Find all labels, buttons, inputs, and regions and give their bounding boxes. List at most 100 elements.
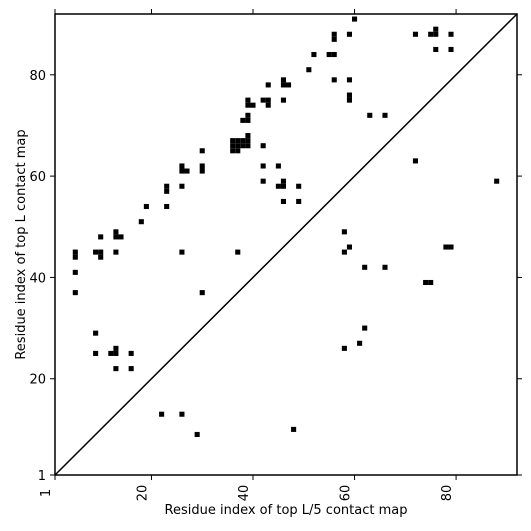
contact-point <box>235 138 241 144</box>
contact-point <box>93 330 99 336</box>
contact-point <box>245 97 251 103</box>
y-tick-label: 20 <box>29 373 46 388</box>
contact-point <box>433 26 439 32</box>
y-tick-label: 60 <box>29 170 46 185</box>
contact-point <box>98 234 104 240</box>
contact-point <box>199 290 205 296</box>
contact-point <box>331 31 337 37</box>
contact-point <box>240 138 246 144</box>
contact-point <box>164 188 170 194</box>
contact-point <box>291 426 297 432</box>
contact-point <box>357 340 363 346</box>
contact-point <box>230 143 236 149</box>
contact-point <box>179 249 185 255</box>
contact-point <box>412 31 418 37</box>
contact-point <box>260 178 266 184</box>
contact-point <box>280 82 286 88</box>
contact-point <box>235 148 241 154</box>
contact-point <box>260 143 266 149</box>
contact-point <box>245 112 251 118</box>
contact-point <box>118 234 124 240</box>
contact-point <box>346 97 352 103</box>
contact-point <box>331 36 337 42</box>
diagonal-line <box>54 13 518 476</box>
contact-point <box>235 143 241 149</box>
contact-point <box>235 249 241 255</box>
y-axis-label: Residue index of top L contact map <box>14 129 29 359</box>
contact-point <box>98 249 104 255</box>
contact-point <box>346 31 352 37</box>
contact-point <box>159 411 165 417</box>
contact-point <box>346 244 352 250</box>
y-tick-label: 40 <box>29 271 46 286</box>
contact-point <box>346 77 352 83</box>
x-tick-label: 1 <box>39 489 54 497</box>
contact-point <box>72 290 78 296</box>
y-tick-label: 80 <box>29 69 46 84</box>
y-tick-label: 1 <box>38 469 46 484</box>
contact-point <box>98 254 104 260</box>
contact-point <box>265 82 271 88</box>
contact-point <box>113 350 119 356</box>
contact-point <box>113 249 119 255</box>
contact-points <box>72 16 500 438</box>
contact-point <box>143 203 149 210</box>
contact-point <box>199 148 205 154</box>
contact-point <box>448 31 454 37</box>
contact-point <box>275 163 281 169</box>
contact-point <box>240 117 246 123</box>
contact-point <box>164 203 170 210</box>
contact-point <box>240 143 246 149</box>
contact-point <box>230 138 236 144</box>
contact-point <box>230 148 236 154</box>
contact-point <box>250 102 256 108</box>
contact-point <box>260 97 266 103</box>
contact-point <box>199 168 205 174</box>
contact-point <box>412 158 418 164</box>
contact-point <box>280 77 286 83</box>
contact-point <box>428 279 434 286</box>
contact-point <box>433 46 439 52</box>
contact-point <box>494 178 500 184</box>
contact-point <box>245 143 251 149</box>
contact-point <box>93 350 99 356</box>
contact-point <box>362 325 368 331</box>
y-axis-ticks: 1 20 40 60 80 <box>29 69 522 484</box>
x-axis-ticks: 1 20 40 60 80 <box>39 9 457 502</box>
contact-point <box>113 234 119 240</box>
contact-point <box>286 82 292 88</box>
contact-point <box>265 102 271 108</box>
contact-point <box>179 183 185 189</box>
contact-point <box>128 350 134 356</box>
contact-point <box>72 269 78 275</box>
contact-point <box>164 183 170 189</box>
contact-point <box>184 168 190 174</box>
contact-point <box>128 366 134 372</box>
contact-point <box>280 178 286 184</box>
contact-point <box>275 183 281 189</box>
contact-point <box>179 163 185 169</box>
contact-point <box>362 264 368 270</box>
x-tick-label: 20 <box>135 485 150 502</box>
x-tick-label: 40 <box>237 485 252 502</box>
contact-point <box>113 345 119 351</box>
contact-point <box>265 97 271 103</box>
x-tick-label: 80 <box>440 485 455 502</box>
contact-point <box>326 51 332 58</box>
contact-point <box>428 31 434 37</box>
contact-point <box>443 244 449 250</box>
contact-point <box>341 229 347 235</box>
contact-point <box>113 229 119 235</box>
plot-frame <box>54 13 518 476</box>
contact-point <box>367 112 373 118</box>
contact-point <box>245 117 251 123</box>
contact-point <box>382 264 388 270</box>
contact-point <box>280 97 286 103</box>
contact-point <box>306 67 312 73</box>
contact-point <box>93 249 99 255</box>
contact-point <box>260 163 266 169</box>
x-tick-label: 60 <box>339 485 354 502</box>
contact-point <box>72 254 78 260</box>
contact-point <box>194 431 200 438</box>
